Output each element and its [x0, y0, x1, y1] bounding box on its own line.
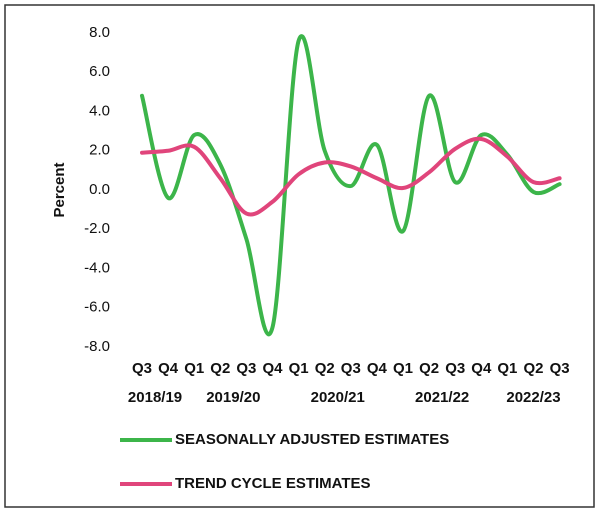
x-tick-label: Q2: [210, 360, 230, 377]
y-tick-label: -6.0: [84, 299, 110, 316]
legend-label: SEASONALLY ADJUSTED ESTIMATES: [175, 431, 449, 448]
y-tick-label: 6.0: [89, 63, 110, 80]
x-tick-label: Q1: [289, 360, 309, 377]
x-tick-label: Q2: [315, 360, 335, 377]
legend-label: TREND CYCLE ESTIMATES: [175, 475, 371, 492]
y-tick-label: 4.0: [89, 102, 110, 119]
x-tick-label: Q3: [445, 360, 465, 377]
x-group-label: 2019/20: [206, 389, 260, 406]
x-group-label: 2022/23: [506, 389, 560, 406]
x-tick-label: Q4: [471, 360, 492, 377]
x-tick-label: Q4: [158, 360, 179, 377]
x-tick-label: Q3: [341, 360, 361, 377]
x-tick-label: Q2: [419, 360, 439, 377]
x-group-label: 2021/22: [415, 389, 469, 406]
x-tick-label: Q4: [262, 360, 283, 377]
y-tick-label: -8.0: [84, 338, 110, 355]
x-tick-label: Q3: [236, 360, 256, 377]
series-line: [140, 136, 562, 217]
x-tick-label: Q4: [367, 360, 388, 377]
x-group-label: 2018/19: [128, 389, 182, 406]
x-group-label: 2020/21: [311, 389, 365, 406]
x-tick-label: Q3: [550, 360, 570, 377]
y-tick-label: -4.0: [84, 259, 110, 276]
y-tick-label: 8.0: [89, 24, 110, 41]
x-tick-label: Q1: [393, 360, 413, 377]
x-tick-label: Q1: [184, 360, 204, 377]
x-tick-label: Q3: [132, 360, 152, 377]
y-tick-label: 0.0: [89, 181, 110, 198]
x-tick-label: Q1: [497, 360, 517, 377]
y-axis-label: Percent: [51, 162, 68, 217]
y-tick-label: 2.0: [89, 142, 110, 159]
y-tick-label: -2.0: [84, 220, 110, 237]
x-tick-label: Q2: [523, 360, 543, 377]
frame: [4, 4, 595, 508]
